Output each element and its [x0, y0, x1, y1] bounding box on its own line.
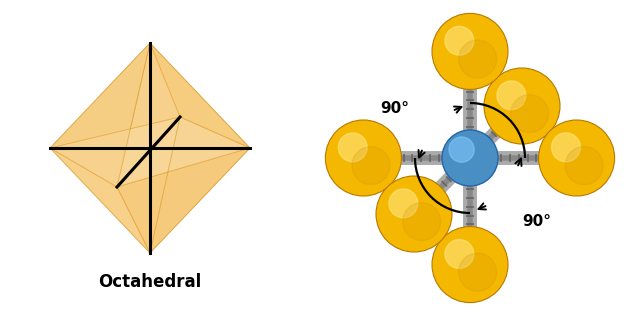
Circle shape — [325, 120, 401, 196]
Polygon shape — [150, 43, 250, 148]
Circle shape — [511, 95, 548, 132]
Polygon shape — [50, 43, 150, 187]
Polygon shape — [117, 148, 250, 253]
Polygon shape — [50, 43, 180, 148]
Polygon shape — [150, 117, 250, 253]
Text: Octahedral: Octahedral — [99, 273, 202, 291]
Circle shape — [432, 227, 508, 303]
Circle shape — [432, 13, 508, 89]
Polygon shape — [50, 117, 180, 253]
Circle shape — [339, 133, 367, 162]
Circle shape — [403, 203, 440, 241]
Circle shape — [552, 133, 580, 162]
Circle shape — [445, 240, 474, 268]
Circle shape — [497, 81, 526, 110]
Text: 90°: 90° — [522, 214, 551, 229]
Circle shape — [539, 120, 614, 196]
Circle shape — [376, 176, 452, 252]
Circle shape — [445, 26, 474, 55]
Circle shape — [484, 68, 560, 144]
Polygon shape — [117, 43, 250, 187]
Polygon shape — [50, 148, 150, 253]
Circle shape — [389, 189, 418, 218]
Circle shape — [449, 137, 474, 162]
Circle shape — [565, 147, 604, 185]
Circle shape — [459, 253, 497, 291]
Circle shape — [459, 40, 497, 78]
Circle shape — [442, 130, 498, 186]
Circle shape — [352, 147, 390, 185]
Text: 90°: 90° — [380, 101, 409, 116]
